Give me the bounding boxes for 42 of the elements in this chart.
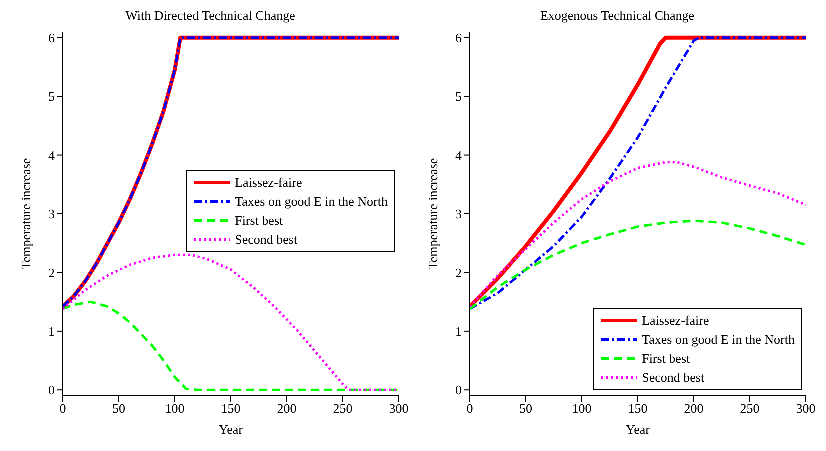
x-tick-label: 200 — [684, 401, 704, 416]
x-tick-label: 100 — [572, 401, 592, 416]
y-axis-title: Temperature increase — [426, 158, 441, 270]
x-tick-label: 250 — [333, 401, 353, 416]
y-tick-label: 1 — [48, 324, 55, 340]
y-tick-label: 5 — [456, 89, 462, 104]
x-tick-label: 300 — [389, 401, 409, 416]
legend-label: First best — [642, 350, 690, 366]
x-tick-label: 50 — [520, 401, 532, 416]
y-tick-label: 4 — [48, 148, 56, 163]
y-tick-label: 6 — [456, 30, 462, 46]
x-axis-title: Year — [219, 422, 244, 437]
x-tick-label: 0 — [466, 401, 474, 416]
y-tick-label: 5 — [48, 89, 55, 104]
y-tick-label: 3 — [456, 206, 462, 222]
y-tick-label: 2 — [48, 265, 55, 280]
y-tick-label: 2 — [456, 265, 462, 280]
y-tick-label: 0 — [456, 382, 462, 398]
legend-label: Taxes on good E in the North — [235, 194, 388, 210]
x-axis-title: Year — [626, 422, 651, 437]
legend-label: First best — [235, 212, 284, 228]
y-tick-label: 1 — [456, 324, 462, 340]
x-tick-label: 150 — [628, 401, 648, 416]
y-axis-title: Temperature increase — [18, 158, 34, 270]
x-tick-label: 200 — [277, 401, 297, 416]
y-tick-label: 3 — [48, 206, 55, 222]
legend-label: Second best — [642, 370, 705, 386]
legend-label: Laissez-faire — [642, 312, 710, 328]
x-tick-label: 300 — [796, 401, 816, 416]
x-tick-label: 150 — [221, 401, 241, 416]
legend-label: Laissez-faire — [235, 174, 302, 190]
x-tick-label: 50 — [112, 401, 126, 416]
x-tick-label: 0 — [60, 401, 66, 416]
y-tick-label: 6 — [48, 30, 56, 46]
y-tick-label: 4 — [456, 148, 462, 163]
chart-title: Exogenous Technical Change — [539, 8, 696, 25]
y-tick-label: 0 — [48, 382, 55, 398]
legend-label: Taxes on good E in the North — [642, 332, 795, 348]
chart-title: With Directed Technical Change — [124, 8, 296, 25]
x-tick-label: 100 — [165, 401, 185, 416]
legend-label: Second best — [235, 232, 298, 248]
x-tick-label: 250 — [740, 401, 760, 416]
